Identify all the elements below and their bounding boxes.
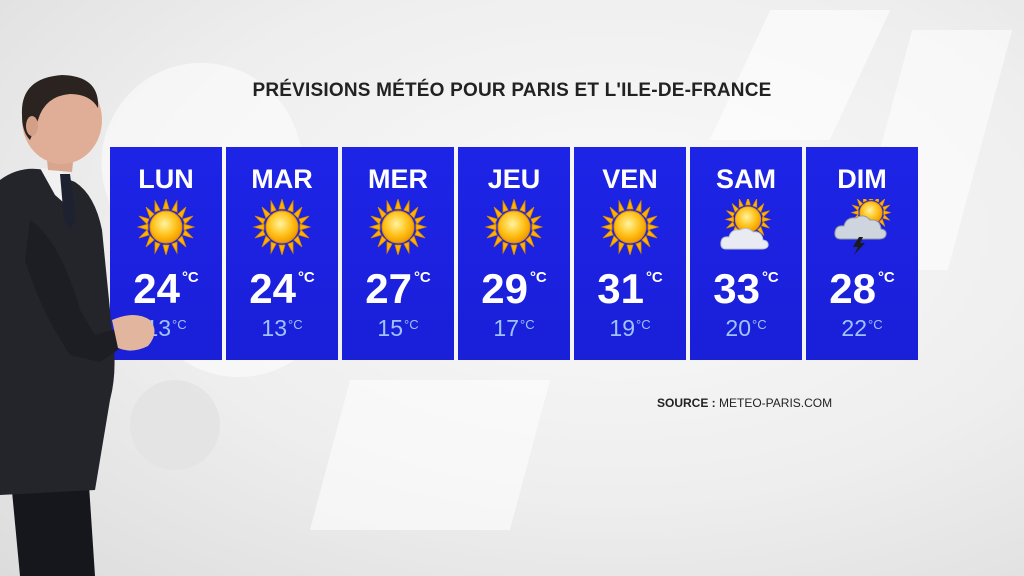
min-temp-value: 17 — [493, 315, 519, 341]
temp-unit: °C — [404, 317, 419, 332]
min-temp-value: 13 — [261, 315, 287, 341]
sun-icon — [369, 199, 427, 255]
presenter-figure — [0, 75, 155, 576]
max-temp: 28 °C — [806, 265, 918, 313]
temp-unit: °C — [288, 317, 303, 332]
temp-unit: °C — [752, 317, 767, 332]
temp-unit: °C — [636, 317, 651, 332]
day-name: DIM — [837, 164, 887, 194]
min-temp-value: 15 — [377, 315, 403, 341]
day-name: VEN — [602, 164, 658, 194]
day-panel-sat: SAM 33 °C 20°C — [690, 147, 802, 360]
min-temp-value: 19 — [609, 315, 635, 341]
temp-unit: °C — [877, 269, 895, 286]
sun-icon — [253, 199, 311, 255]
min-temp-value: 22 — [841, 315, 867, 341]
day-name: MER — [368, 164, 428, 194]
background-logo-shape — [709, 10, 891, 140]
max-temp: 24 °C — [226, 265, 338, 313]
source-value: METEO-PARIS.COM — [719, 396, 833, 410]
temp-unit: °C — [181, 269, 199, 286]
temp-unit: °C — [761, 269, 779, 286]
max-temp-value: 31 — [597, 265, 644, 312]
max-temp: 24 °C — [110, 265, 222, 313]
day-name: LUN — [138, 164, 194, 194]
sun-icon — [485, 199, 543, 255]
max-temp-value: 27 — [365, 265, 412, 312]
max-temp-value: 24 — [133, 265, 180, 312]
min-temp: 13°C — [226, 315, 338, 342]
max-temp-value: 28 — [829, 265, 876, 312]
background-logo-shape — [309, 380, 551, 530]
temp-unit: °C — [520, 317, 535, 332]
temp-unit: °C — [529, 269, 547, 286]
temp-unit: °C — [868, 317, 883, 332]
forecast-days: LUN 24 °C 13°C MAR 24 °C 13°C MER 27 °C 15°… — [110, 147, 918, 360]
min-temp: 20°C — [690, 315, 802, 342]
thunderstorm-icon — [834, 199, 891, 255]
temp-unit: °C — [297, 269, 315, 286]
day-name: JEU — [487, 164, 541, 194]
temp-unit: °C — [172, 317, 187, 332]
day-panel-sun: DIM 28 °C 22°C — [806, 147, 918, 360]
max-temp: 29 °C — [458, 265, 570, 313]
day-panel-thu: JEU 29 °C 17°C — [458, 147, 570, 360]
background-logo-shape — [130, 380, 220, 470]
day-name: SAM — [716, 164, 776, 194]
max-temp-value: 29 — [481, 265, 528, 312]
source-credit: SOURCE : METEO-PARIS.COM — [657, 396, 832, 410]
day-name: MAR — [251, 164, 313, 194]
partly-cloudy-icon — [720, 199, 771, 250]
min-temp: 22°C — [806, 315, 918, 342]
min-temp: 15°C — [342, 315, 454, 342]
min-temp: 19°C — [574, 315, 686, 342]
max-temp-value: 33 — [713, 265, 760, 312]
temp-unit: °C — [645, 269, 663, 286]
max-temp: 33 °C — [690, 265, 802, 313]
day-panel-wed: MER 27 °C 15°C — [342, 147, 454, 360]
day-panel-tue: MAR 24 °C 13°C — [226, 147, 338, 360]
min-temp-value: 20 — [725, 315, 751, 341]
max-temp-value: 24 — [249, 265, 296, 312]
max-temp: 27 °C — [342, 265, 454, 313]
temp-unit: °C — [413, 269, 431, 286]
sun-icon — [601, 199, 659, 255]
max-temp: 31 °C — [574, 265, 686, 313]
forecast-title: PRÉVISIONS MÉTÉO POUR PARIS ET L'ILE-DE-… — [252, 80, 772, 101]
day-panel-fri: VEN 31 °C 19°C — [574, 147, 686, 360]
min-temp: 17°C — [458, 315, 570, 342]
source-label: SOURCE : — [657, 396, 716, 410]
